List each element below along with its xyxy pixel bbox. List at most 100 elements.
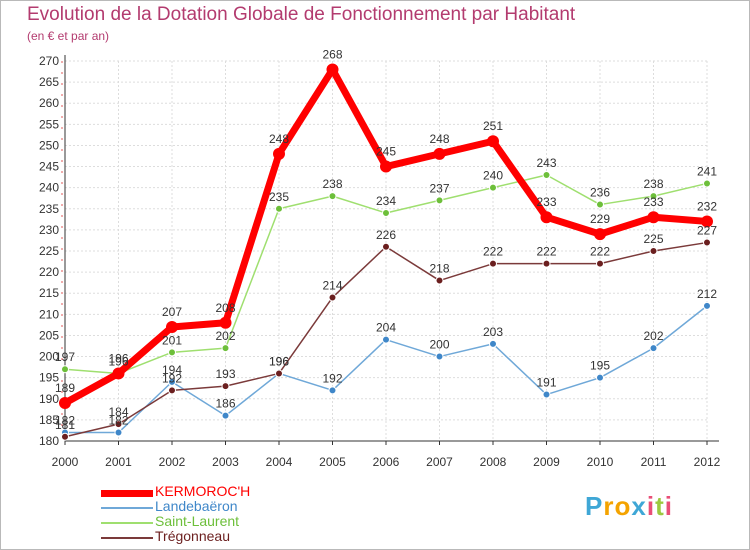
x-tick-label: 2004 — [266, 455, 293, 469]
data-label-landebaeron: 196 — [269, 354, 289, 368]
y-tick-label: 265 — [39, 75, 59, 89]
logo-letter: x — [631, 491, 647, 521]
x-tick-label: 2006 — [373, 455, 400, 469]
data-label-tregonneau: 184 — [108, 405, 128, 419]
y-tick-label: 215 — [39, 286, 59, 300]
x-tick-label: 2009 — [533, 455, 560, 469]
legend-label: KERMOROC'H — [155, 483, 251, 499]
data-point-saint-laurent — [328, 192, 337, 201]
legend-label: Landebaëron — [155, 498, 238, 514]
x-tick-label: 2007 — [426, 455, 453, 469]
data-point-landebaeron — [435, 352, 444, 361]
data-point-tregonneau — [221, 382, 230, 391]
y-tick-label: 200 — [39, 350, 59, 364]
data-point-tregonneau — [596, 259, 604, 268]
chart-subtitle: (en € et par an) — [27, 29, 110, 43]
data-point-saint-laurent — [649, 192, 658, 201]
logo-letter: i — [646, 491, 656, 521]
y-tick-label: 240 — [39, 181, 59, 195]
data-point-kermoroc-h — [594, 228, 606, 241]
data-label-landebaeron: 203 — [483, 325, 503, 339]
data-label-tregonneau: 192 — [162, 371, 182, 385]
y-tick-label: 180 — [39, 434, 59, 448]
legend-label: Trégonneau — [155, 528, 230, 544]
data-point-landebaeron — [703, 301, 711, 310]
data-label-kermoroc-h: 208 — [215, 301, 235, 315]
data-label-kermoroc-h: 233 — [536, 195, 556, 209]
data-label-tregonneau: 181 — [55, 418, 75, 432]
data-label-saint-laurent: 201 — [162, 333, 182, 347]
legend-swatch — [101, 490, 153, 497]
data-point-kermoroc-h — [112, 367, 125, 380]
data-label-tregonneau: 222 — [483, 245, 503, 259]
data-label-tregonneau: 222 — [536, 245, 556, 259]
legend-swatch — [101, 537, 153, 539]
data-label-tregonneau: 225 — [643, 232, 663, 246]
proxiti-logo: Proxiti — [585, 491, 673, 522]
data-label-landebaeron: 182 — [55, 414, 75, 428]
data-point-kermoroc-h — [487, 135, 499, 148]
data-point-kermoroc-h — [219, 316, 232, 329]
data-point-kermoroc-h — [701, 215, 713, 228]
data-point-landebaeron — [649, 344, 658, 353]
data-point-landebaeron — [489, 339, 497, 348]
data-point-kermoroc-h — [166, 321, 178, 333]
data-point-saint-laurent — [596, 200, 604, 209]
data-label-saint-laurent: 197 — [55, 350, 75, 364]
data-point-kermoroc-h — [326, 63, 339, 76]
x-tick-label: 2012 — [694, 455, 721, 469]
data-label-tregonneau: 196 — [269, 354, 289, 368]
x-tick-label: 2011 — [641, 455, 667, 469]
chart-title: Evolution de la Dotation Globale de Fonc… — [27, 4, 576, 25]
data-point-landebaeron — [542, 390, 551, 399]
y-tick-label: 235 — [39, 202, 59, 216]
x-tick-label: 2003 — [212, 455, 239, 469]
data-point-saint-laurent — [703, 179, 711, 188]
data-label-saint-laurent: 238 — [643, 177, 663, 191]
x-tick-label: 2000 — [52, 455, 79, 469]
data-point-tregonneau — [703, 238, 711, 247]
data-point-tregonneau — [542, 259, 551, 268]
data-point-saint-laurent — [435, 196, 444, 205]
data-point-saint-laurent — [221, 344, 230, 353]
y-tick-label: 205 — [39, 328, 59, 342]
data-label-saint-laurent: 238 — [322, 177, 342, 191]
legend-swatch — [101, 522, 153, 524]
y-tick-label: 195 — [39, 371, 59, 385]
data-label-kermoroc-h: 251 — [483, 119, 503, 133]
data-label-kermoroc-h: 248 — [429, 132, 449, 146]
data-point-kermoroc-h — [273, 147, 285, 160]
data-label-kermoroc-h: 233 — [643, 195, 663, 209]
data-label-saint-laurent: 243 — [536, 156, 556, 170]
data-label-kermoroc-h: 268 — [322, 47, 342, 61]
data-point-saint-laurent — [489, 183, 497, 192]
data-label-tregonneau: 226 — [376, 228, 396, 242]
data-label-saint-laurent: 240 — [483, 169, 503, 183]
data-point-tregonneau — [649, 247, 658, 255]
x-tick-label: 2008 — [480, 455, 507, 469]
data-point-saint-laurent — [168, 348, 176, 357]
data-point-tregonneau — [328, 293, 337, 302]
data-label-landebaeron: 200 — [429, 338, 449, 352]
data-label-landebaeron: 194 — [162, 363, 182, 377]
data-point-landebaeron — [114, 428, 123, 437]
data-label-tregonneau: 214 — [322, 278, 342, 292]
data-label-saint-laurent: 196 — [108, 354, 128, 368]
data-label-saint-laurent: 236 — [590, 186, 610, 200]
data-label-saint-laurent: 241 — [697, 164, 717, 178]
y-tick-label: 190 — [39, 392, 59, 406]
y-tick-label: 185 — [39, 413, 59, 427]
line-chart: 180 185 190 195 200 205 210 215 220 225 230 235 240 2… — [39, 47, 721, 469]
data-point-landebaeron — [596, 373, 604, 382]
logo-letter: o — [614, 491, 632, 521]
y-tick-label: 230 — [39, 223, 59, 237]
data-point-tregonneau — [61, 432, 69, 441]
y-tick-label: 255 — [39, 117, 59, 131]
data-label-saint-laurent: 237 — [429, 181, 449, 195]
data-label-landebaeron: 192 — [322, 371, 342, 385]
data-point-kermoroc-h — [540, 211, 553, 224]
data-point-tregonneau — [114, 420, 123, 429]
data-point-saint-laurent — [61, 365, 69, 374]
data-label-kermoroc-h: 229 — [590, 212, 610, 226]
